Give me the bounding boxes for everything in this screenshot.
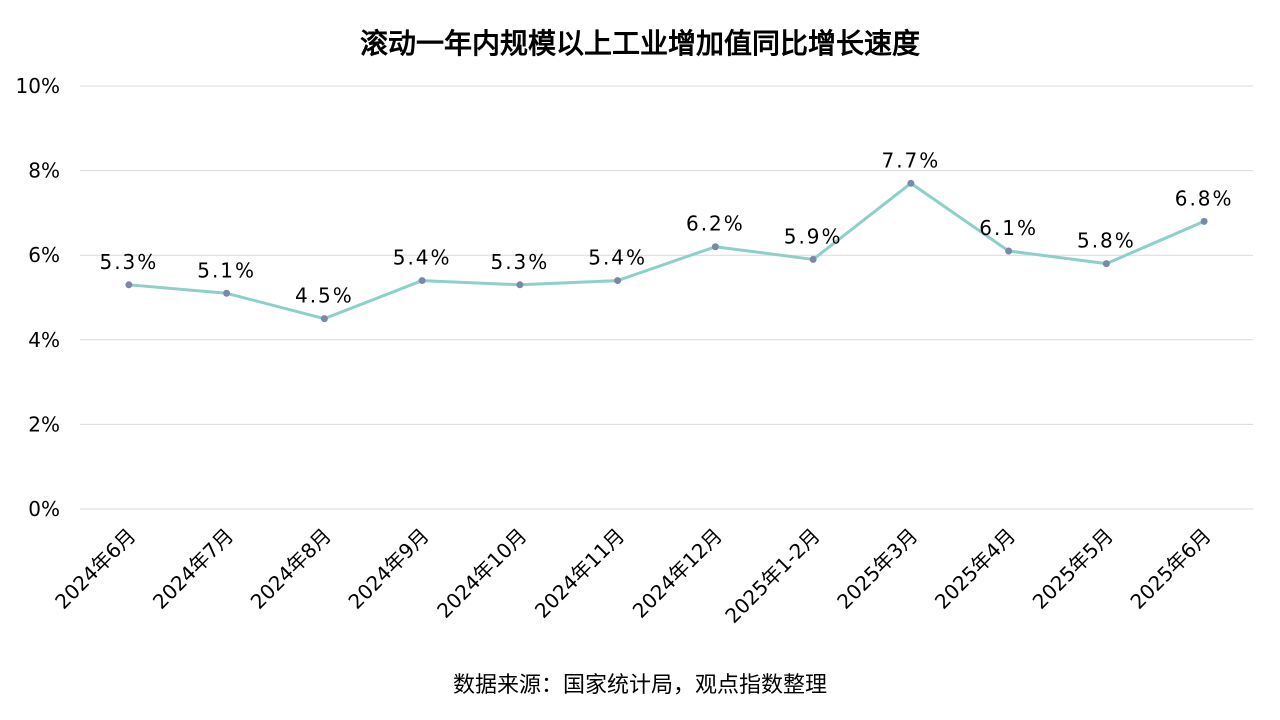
- chart-title: 滚动一年内规模以上工业增加值同比增长速度: [359, 27, 920, 60]
- x-tick-label: 2024年7月: [148, 524, 238, 614]
- x-tick-label: 2024年6月: [50, 524, 140, 614]
- data-point: [125, 281, 133, 289]
- data-point: [809, 255, 817, 263]
- x-axis-ticks: 2024年6月 2024年7月 2024年8月 2024年9月2024年10月2024…: [50, 524, 1215, 628]
- x-tick-label: 2025年4月: [930, 524, 1020, 614]
- data-label: 5.3%: [99, 250, 158, 274]
- data-point: [711, 243, 719, 251]
- x-tick-label: 2025年1-2月: [720, 524, 824, 628]
- data-point: [516, 281, 524, 289]
- x-tick-label: 2024年8月: [246, 524, 336, 614]
- data-label: 5.3%: [490, 250, 549, 274]
- x-tick-label: 2025年5月: [1028, 524, 1118, 614]
- data-label: 5.8%: [1077, 229, 1136, 253]
- gridlines: [80, 85, 1253, 510]
- data-point: [1200, 217, 1208, 225]
- series-growth-rate: [125, 179, 1208, 323]
- x-tick-label: 2024年10月: [432, 524, 531, 623]
- y-tick-label: 4%: [28, 328, 60, 352]
- data-label: 5.1%: [197, 258, 256, 282]
- data-point: [418, 277, 426, 285]
- y-tick-label: 0%: [28, 497, 60, 521]
- data-label: 7.7%: [881, 148, 940, 172]
- data-labels: 5.3% 5.1% 4.5% 5.4% 5.3% 5.4% 6.2% 5.9% 7.7% 6.1%…: [99, 148, 1234, 308]
- data-point: [1005, 247, 1013, 255]
- data-label: 6.1%: [979, 216, 1038, 240]
- data-point: [320, 315, 328, 323]
- data-point: [907, 179, 915, 187]
- data-label: 5.9%: [784, 224, 843, 248]
- y-tick-label: 2%: [28, 412, 60, 436]
- y-tick-label: 8%: [28, 159, 60, 183]
- data-label: 5.4%: [588, 246, 647, 270]
- x-tick-label: 2025年3月: [832, 524, 922, 614]
- data-point: [223, 289, 231, 297]
- source-note: 数据来源：国家统计局，观点指数整理: [452, 673, 827, 698]
- x-tick-label: 2025年6月: [1125, 524, 1215, 614]
- data-point: [614, 277, 622, 285]
- data-label: 5.4%: [393, 246, 452, 270]
- x-tick-label: 2024年9月: [343, 524, 433, 614]
- y-axis-ticks: 0% 2% 4% 6% 8% 10%: [16, 74, 60, 521]
- series-line: [128, 181, 1205, 321]
- y-tick-label: 6%: [28, 243, 60, 267]
- x-tick-label: 2024年12月: [628, 524, 727, 623]
- data-label: 4.5%: [295, 284, 354, 308]
- x-tick-label: 2024年11月: [530, 524, 629, 623]
- y-tick-label: 10%: [16, 74, 60, 98]
- data-label: 6.8%: [1175, 186, 1234, 210]
- data-point: [1102, 260, 1110, 268]
- data-label: 6.2%: [686, 212, 745, 236]
